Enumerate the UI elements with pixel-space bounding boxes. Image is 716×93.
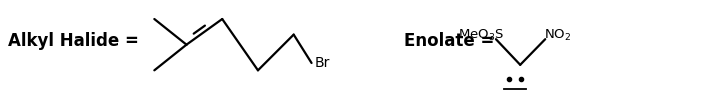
Text: NO$_2$: NO$_2$ xyxy=(543,28,571,43)
Text: Br: Br xyxy=(314,56,330,70)
Text: MeO$_3$S: MeO$_3$S xyxy=(458,28,504,43)
Text: Alkyl Halide =: Alkyl Halide = xyxy=(8,32,139,50)
Text: Enolate =: Enolate = xyxy=(405,32,495,50)
